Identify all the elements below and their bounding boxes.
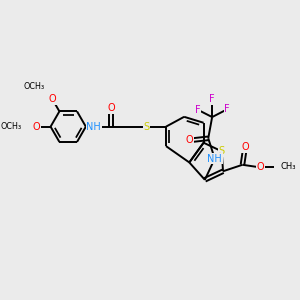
Text: O: O bbox=[107, 103, 115, 113]
Text: NH: NH bbox=[86, 122, 101, 132]
Text: O: O bbox=[49, 94, 56, 104]
Text: F: F bbox=[195, 105, 201, 115]
Text: O: O bbox=[256, 162, 264, 172]
Text: O: O bbox=[186, 135, 194, 146]
Text: S: S bbox=[143, 122, 150, 132]
Text: CH₃: CH₃ bbox=[281, 162, 296, 171]
Text: O: O bbox=[32, 122, 40, 132]
Text: OCH₃: OCH₃ bbox=[0, 122, 22, 131]
Text: F: F bbox=[209, 94, 215, 104]
Text: NH: NH bbox=[207, 154, 222, 164]
Text: F: F bbox=[224, 104, 230, 114]
Text: S: S bbox=[219, 146, 225, 156]
Text: O: O bbox=[241, 142, 249, 152]
Text: OCH₃: OCH₃ bbox=[23, 82, 44, 91]
